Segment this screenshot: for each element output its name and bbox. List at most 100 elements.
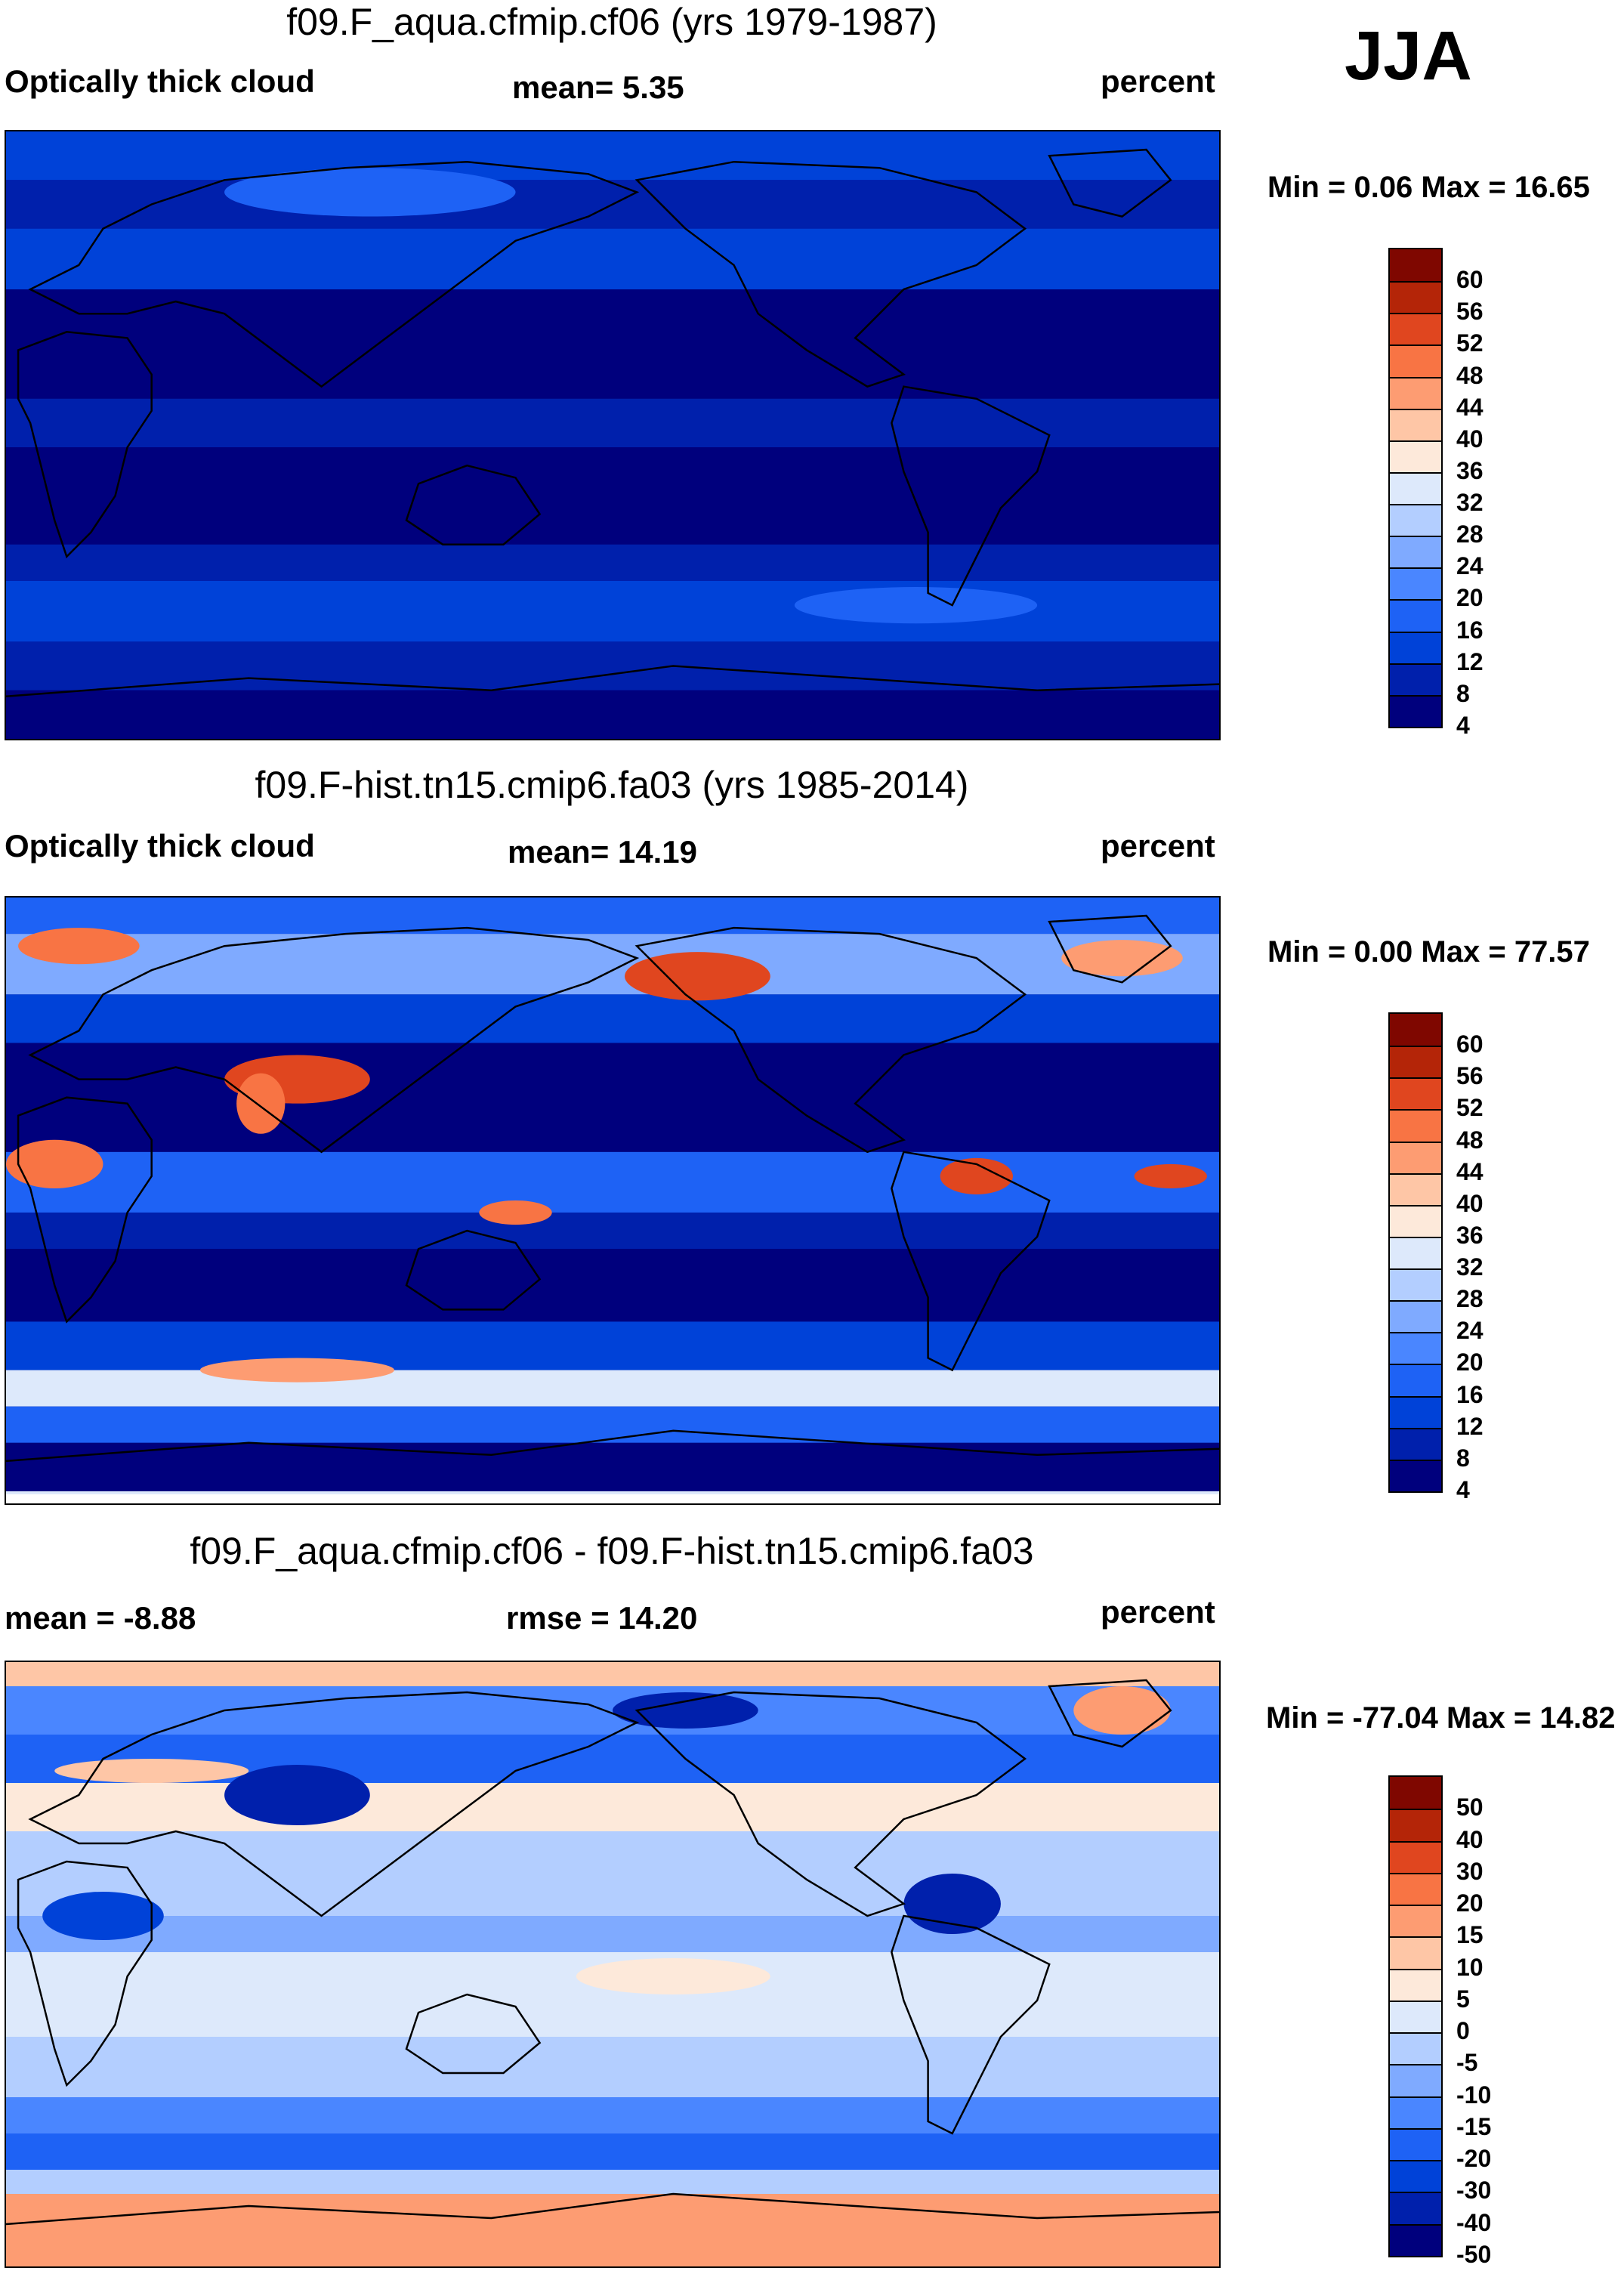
colorbar-segment [1390, 599, 1441, 632]
coastlines [6, 148, 1219, 697]
colorbar-tick-label: -20 [1456, 2145, 1492, 2173]
field-band [6, 690, 1219, 739]
colorbar-segment [1390, 1777, 1441, 1809]
panel-2-minmax: Min = 0.00 Max = 77.57 [1267, 935, 1590, 969]
field-blob [54, 1759, 249, 1783]
field-band [6, 1442, 1219, 1491]
panel-3-title: f09.F_aqua.cfmip.cf06 - f09.F-hist.tn15.… [190, 1530, 1034, 1572]
panel-2-variable-label: Optically thick cloud [5, 828, 315, 864]
colorbar-tick-label: -5 [1456, 2049, 1478, 2077]
colorbar-tick-label: 36 [1456, 1221, 1484, 1249]
field-blob [1073, 1686, 1171, 1735]
colorbar-tick-label: 8 [1456, 1444, 1470, 1472]
colorbar-segment [1390, 1268, 1441, 1301]
colorbar-tick-label: -15 [1456, 2112, 1492, 2140]
colorbar-tick-label: 4 [1456, 712, 1470, 739]
field-band [6, 1213, 1219, 1250]
colorbar-tick-label: 24 [1456, 1317, 1484, 1345]
field-blob [199, 1358, 394, 1383]
field-band [6, 2194, 1219, 2266]
colorbar-segment [1390, 1459, 1441, 1491]
colorbar-tick-label: 0 [1456, 2017, 1470, 2045]
field-blob [224, 1765, 370, 1825]
colorbar-tick-label: 40 [1456, 425, 1484, 453]
colorbar-tick-label: 12 [1456, 1412, 1484, 1440]
colorbar-segment [1390, 1236, 1441, 1269]
colorbar-segment [1390, 1872, 1441, 1905]
colorbar-tick-label: 44 [1456, 393, 1484, 421]
season-label: JJA [1345, 17, 1472, 94]
colorbar-segment [1390, 2223, 1441, 2256]
colorbar-tick-label: 50 [1456, 1794, 1484, 1821]
field-blob [576, 1958, 770, 1994]
colorbar-tick-label: 28 [1456, 1285, 1484, 1313]
field-band [6, 131, 1219, 181]
colorbar-tick-label: -40 [1456, 2208, 1492, 2236]
field-band [6, 544, 1219, 581]
colorbar-tick-label: 20 [1456, 1349, 1484, 1376]
colorbar-tick-label: 36 [1456, 456, 1484, 484]
field-blob [18, 928, 140, 965]
colorbar-segment [1390, 2064, 1441, 2096]
field-band [6, 1662, 1219, 1686]
colorbar-segment [1390, 1173, 1441, 1205]
colorbar-segment [1390, 1968, 1441, 2001]
field-blob [479, 1200, 552, 1225]
panel-3-colorbar [1388, 1775, 1443, 2257]
colorbar-tick-label: 30 [1456, 1857, 1484, 1885]
colorbar-tick-label: 16 [1456, 1380, 1484, 1408]
field-blob [903, 1874, 1001, 1934]
colorbar-tick-label: 44 [1456, 1157, 1484, 1185]
panel-2-map-svg [6, 898, 1219, 1503]
field-band [6, 934, 1219, 995]
colorbar-segment [1390, 1936, 1441, 1969]
panel-2-map [5, 896, 1221, 1505]
colorbar-tick-label: 20 [1456, 584, 1484, 612]
colorbar-segment [1390, 2160, 1441, 2192]
colorbar-tick-label: -50 [1456, 2241, 1492, 2268]
colorbar-segment [1390, 281, 1441, 314]
missing-data-strip [6, 1494, 1219, 1503]
colorbar-segment [1390, 1077, 1441, 1110]
panel-3-rmse-label: rmse = 14.20 [506, 1600, 698, 1636]
field-band [6, 398, 1219, 448]
field-band [6, 1916, 1219, 1952]
field-band [6, 2133, 1219, 2170]
coastlines [6, 1679, 1219, 2226]
panel-2-title: f09.F-hist.tn15.cmip6.fa03 (yrs 1985-201… [255, 764, 969, 806]
field-band [6, 2037, 1219, 2097]
colorbar-segment [1390, 471, 1441, 505]
colorbar-tick-label: 10 [1456, 1953, 1484, 1981]
panel-3-mean-label: mean = -8.88 [5, 1600, 196, 1636]
colorbar-segment [1390, 1204, 1441, 1237]
colorbar-segment [1390, 567, 1441, 600]
colorbar-tick-label: 48 [1456, 1126, 1484, 1154]
colorbar-tick-label: 24 [1456, 552, 1484, 580]
field-band [6, 1321, 1219, 1370]
field-blob [1134, 1163, 1207, 1188]
field-band [6, 1249, 1219, 1322]
coastlines [6, 914, 1219, 1463]
colorbar-tick-label: 5 [1456, 1985, 1470, 2013]
colorbar-segment [1390, 1300, 1441, 1333]
colorbar-tick-label: 32 [1456, 1253, 1484, 1281]
colorbar-tick-label: 52 [1456, 329, 1484, 357]
panel-2-units-label: percent [1101, 828, 1215, 864]
colorbar-segment [1390, 313, 1441, 345]
panel-1-colorbar [1388, 248, 1443, 728]
colorbar-segment [1390, 2127, 1441, 2161]
panel-1-minmax: Min = 0.06 Max = 16.65 [1267, 171, 1590, 204]
field-blob [1061, 940, 1183, 977]
panel-2-mean-label: mean= 14.19 [508, 834, 698, 870]
colorbar-segment [1390, 2000, 1441, 2033]
colorbar-tick-label: 40 [1456, 1189, 1484, 1217]
field-band [6, 2170, 1219, 2194]
colorbar-segment [1390, 1141, 1441, 1173]
colorbar-segment [1390, 1840, 1441, 1873]
colorbar-tick-label: 48 [1456, 361, 1484, 389]
panel-1-mean-label: mean= 5.35 [512, 70, 684, 105]
field-blob [613, 1692, 758, 1729]
panel-3-minmax: Min = -77.04 Max = 14.82 [1266, 1701, 1616, 1735]
colorbar-tick-label: 16 [1456, 616, 1484, 644]
field-band [6, 994, 1219, 1043]
